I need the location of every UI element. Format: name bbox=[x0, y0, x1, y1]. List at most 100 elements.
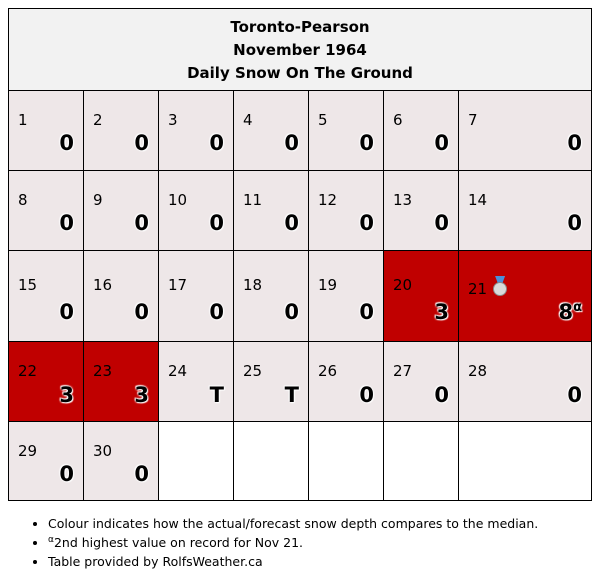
record-note-sup: α bbox=[48, 534, 54, 545]
day-number: 11 bbox=[243, 191, 262, 209]
snow-depth-text: 0 bbox=[134, 462, 149, 486]
notes-list: Colour indicates how the actual/forecast… bbox=[30, 514, 538, 571]
empty-cell bbox=[309, 422, 384, 500]
snow-depth-text: 0 bbox=[359, 131, 374, 155]
snow-depth-value: 0 bbox=[59, 300, 74, 324]
day-number: 24 bbox=[168, 362, 187, 380]
day-cell: 17 0 bbox=[159, 251, 234, 342]
snow-depth-value: 3 bbox=[134, 383, 149, 407]
day-number: 14 bbox=[468, 191, 487, 209]
station-name: Toronto-Pearson bbox=[230, 18, 370, 36]
day-number: 18 bbox=[243, 276, 262, 294]
day-number-text: 22 bbox=[18, 362, 38, 380]
day-cell: 29 0 bbox=[9, 422, 84, 500]
day-cell: 10 0 bbox=[159, 171, 234, 251]
snow-calendar: Toronto-Pearson November 1964 Daily Snow… bbox=[8, 8, 592, 501]
snow-depth-text: 0 bbox=[284, 211, 299, 235]
day-number-text: 27 bbox=[393, 362, 413, 380]
snow-depth-text: 3 bbox=[59, 383, 74, 407]
day-number: 5 bbox=[318, 111, 328, 129]
day-number-text: 2 bbox=[93, 111, 103, 129]
day-number: 20 bbox=[393, 276, 412, 294]
snow-depth-value: 0 bbox=[284, 300, 299, 324]
day-number: 23 bbox=[93, 362, 112, 380]
snow-depth-value: 0 bbox=[567, 383, 582, 407]
day-number: 8 bbox=[18, 191, 28, 209]
day-number: 12 bbox=[318, 191, 337, 209]
day-number: 6 bbox=[393, 111, 403, 129]
snow-depth-text: 0 bbox=[134, 211, 149, 235]
empty-cell bbox=[234, 422, 309, 500]
day-number: 26 bbox=[318, 362, 337, 380]
day-cell: 22 3 bbox=[9, 342, 84, 422]
snow-depth-value: 0 bbox=[434, 383, 449, 407]
day-cell: 20 3 bbox=[384, 251, 459, 342]
snow-depth-text: 0 bbox=[359, 300, 374, 324]
credit-note: Table provided by RolfsWeather.ca bbox=[48, 552, 538, 571]
day-number-text: 30 bbox=[93, 442, 113, 460]
snow-depth-value: 0 bbox=[434, 211, 449, 235]
day-number-text: 5 bbox=[318, 111, 328, 129]
day-number-text: 6 bbox=[393, 111, 403, 129]
snow-depth-value: 0 bbox=[284, 211, 299, 235]
day-number-text: 19 bbox=[318, 276, 338, 294]
day-number-text: 3 bbox=[168, 111, 178, 129]
day-number-text: 24 bbox=[168, 362, 188, 380]
day-number: 1 bbox=[18, 111, 28, 129]
day-number: 2 bbox=[93, 111, 103, 129]
day-number-text: 25 bbox=[243, 362, 263, 380]
snow-depth-value: 0 bbox=[359, 300, 374, 324]
snow-depth-text: 0 bbox=[134, 300, 149, 324]
snow-depth-text: 0 bbox=[284, 131, 299, 155]
snow-depth-value: 0 bbox=[359, 383, 374, 407]
snow-depth-value: 0 bbox=[134, 211, 149, 235]
snow-depth-value: 0 bbox=[59, 131, 74, 155]
day-number-text: 16 bbox=[93, 276, 113, 294]
snow-depth-text: 0 bbox=[434, 383, 449, 407]
day-number-text: 20 bbox=[393, 276, 413, 294]
day-number: 29 bbox=[18, 442, 37, 460]
day-number: 7 bbox=[468, 111, 478, 129]
colour-note: Colour indicates how the actual/forecast… bbox=[48, 514, 538, 533]
record-note: α2nd highest value on record for Nov 21. bbox=[48, 533, 538, 552]
day-number: 28 bbox=[468, 362, 487, 380]
snow-depth-text: 0 bbox=[209, 131, 224, 155]
snow-depth-text: 0 bbox=[209, 300, 224, 324]
day-number-text: 12 bbox=[318, 191, 338, 209]
day-number-text: 21 bbox=[468, 280, 488, 298]
day-cell: 21 8α bbox=[459, 251, 591, 342]
record-marker: α bbox=[573, 300, 582, 315]
day-number: 9 bbox=[93, 191, 103, 209]
day-number-text: 18 bbox=[243, 276, 263, 294]
snow-depth-text: 0 bbox=[59, 211, 74, 235]
snow-depth-text: 0 bbox=[209, 211, 224, 235]
snow-depth-value: 0 bbox=[59, 211, 74, 235]
snow-depth-text: 0 bbox=[567, 383, 582, 407]
snow-depth-value: 0 bbox=[359, 131, 374, 155]
snow-depth-value: 0 bbox=[359, 211, 374, 235]
silver-medal-icon bbox=[490, 276, 510, 296]
snow-depth-value: 0 bbox=[209, 300, 224, 324]
day-cell: 18 0 bbox=[234, 251, 309, 342]
day-number: 27 bbox=[393, 362, 412, 380]
snow-depth-text: 0 bbox=[59, 462, 74, 486]
day-number-text: 1 bbox=[18, 111, 28, 129]
day-cell: 15 0 bbox=[9, 251, 84, 342]
snow-depth-value: 0 bbox=[209, 211, 224, 235]
day-cell: 19 0 bbox=[309, 251, 384, 342]
day-number-text: 8 bbox=[18, 191, 28, 209]
snow-depth-text: 0 bbox=[567, 211, 582, 235]
day-cell: 27 0 bbox=[384, 342, 459, 422]
calendar-header: Toronto-Pearson November 1964 Daily Snow… bbox=[9, 9, 591, 91]
day-number-text: 23 bbox=[93, 362, 113, 380]
snow-depth-text: 0 bbox=[359, 211, 374, 235]
day-number-text: 29 bbox=[18, 442, 38, 460]
snow-depth-text: 0 bbox=[567, 131, 582, 155]
snow-depth-text: 8 bbox=[558, 300, 574, 324]
empty-cell bbox=[384, 422, 459, 500]
day-number: 15 bbox=[18, 276, 37, 294]
